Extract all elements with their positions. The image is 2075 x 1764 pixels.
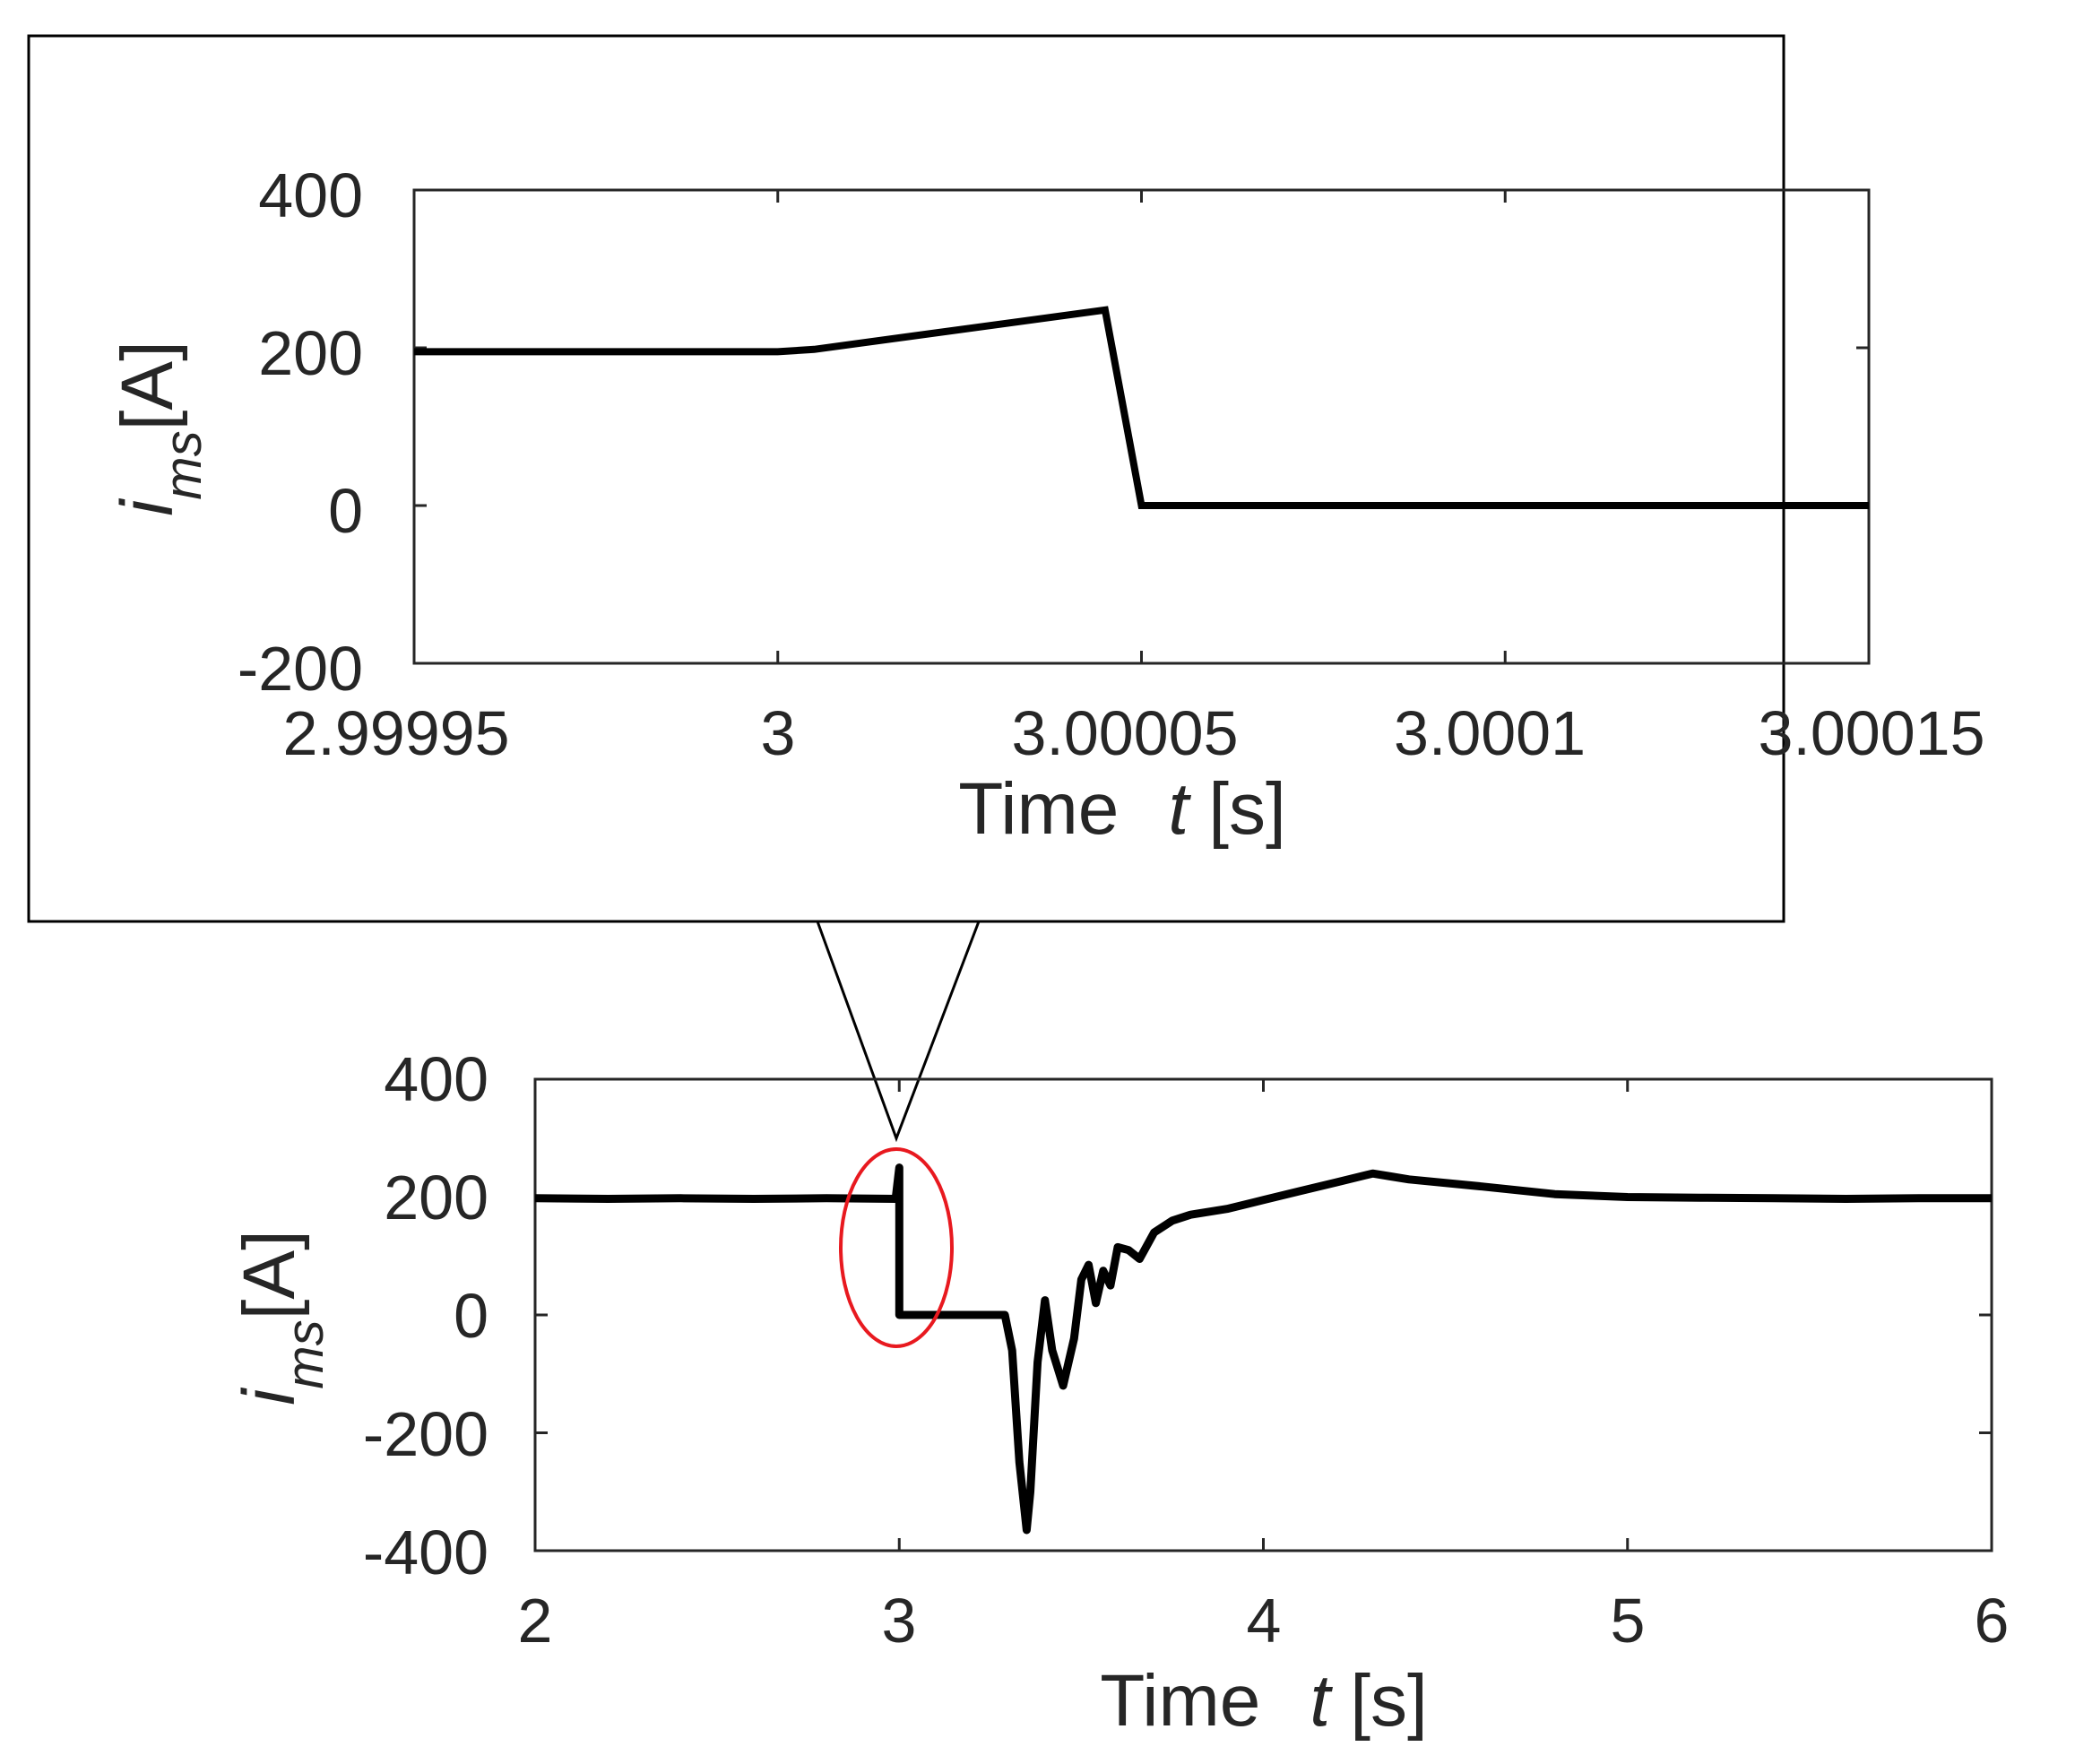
- inset-ytick-200: 200: [258, 318, 363, 388]
- main-ytick-0: 0: [454, 1281, 488, 1351]
- inset-ticks: [412, 188, 1871, 665]
- inset-xlabel-var: t: [1168, 768, 1191, 850]
- main-xlabel-text: Time: [1100, 1660, 1260, 1742]
- main-ytick-neg400: -400: [363, 1518, 488, 1587]
- main-y-axis-label: ims[A]: [229, 1230, 334, 1405]
- inset-xtick-3: 3: [761, 698, 796, 768]
- main-axes-box: [533, 1077, 1993, 1552]
- main-ylabel-sub: ms: [276, 1319, 334, 1388]
- inset-xtick-3.00015: 3.00015: [1758, 698, 1984, 768]
- inset-chart: 400 200 0 -200 2.99995 3 3.00005 3.0001 …: [107, 160, 1985, 850]
- inset-ylabel-main: i: [107, 497, 188, 516]
- inset-xtick-3.0001: 3.0001: [1394, 698, 1586, 768]
- main-xtick-3: 3: [882, 1586, 917, 1656]
- inset-ytick-neg200: -200: [238, 634, 363, 704]
- callout-connector: [816, 921, 981, 1143]
- highlight-ellipse: [839, 1147, 954, 1348]
- inset-ylabel-unit: [A]: [107, 341, 188, 430]
- main-ylabel-unit: [A]: [229, 1230, 310, 1319]
- main-series-line: [534, 1163, 1992, 1535]
- inset-y-axis-label: ims[A]: [107, 341, 212, 516]
- main-ytick-neg200: -200: [363, 1399, 488, 1469]
- main-xtick-6: 6: [1975, 1586, 2010, 1656]
- main-chart: 400 200 0 -200 -400 2 3 4 5 6 Time t [s] i…: [229, 1044, 2009, 1742]
- inset-ytick-0: 0: [328, 476, 363, 546]
- inset-xlabel-unit: [s]: [1208, 768, 1286, 850]
- inset-x-axis-label: Time t [s]: [958, 768, 1286, 850]
- inset-frame: [27, 34, 1785, 923]
- main-ytick-400: 400: [384, 1044, 488, 1114]
- main-xtick-5: 5: [1611, 1586, 1646, 1656]
- main-xlabel-var: t: [1310, 1660, 1333, 1742]
- inset-series-line: [414, 306, 1869, 509]
- main-ticks: [533, 1077, 1993, 1552]
- main-ytick-200: 200: [384, 1163, 488, 1232]
- main-xtick-4: 4: [1247, 1586, 1282, 1656]
- main-xlabel-unit: [s]: [1350, 1660, 1428, 1742]
- inset-ylabel-sub: ms: [154, 430, 212, 499]
- inset-ytick-400: 400: [258, 160, 363, 230]
- inset-xtick-3.00005: 3.00005: [1011, 698, 1238, 768]
- main-x-axis-label: Time t [s]: [1100, 1660, 1428, 1742]
- inset-xtick-2.99995: 2.99995: [282, 698, 509, 768]
- main-xtick-2: 2: [518, 1586, 553, 1656]
- inset-xlabel-text: Time: [958, 768, 1119, 850]
- main-ylabel-main: i: [229, 1387, 310, 1405]
